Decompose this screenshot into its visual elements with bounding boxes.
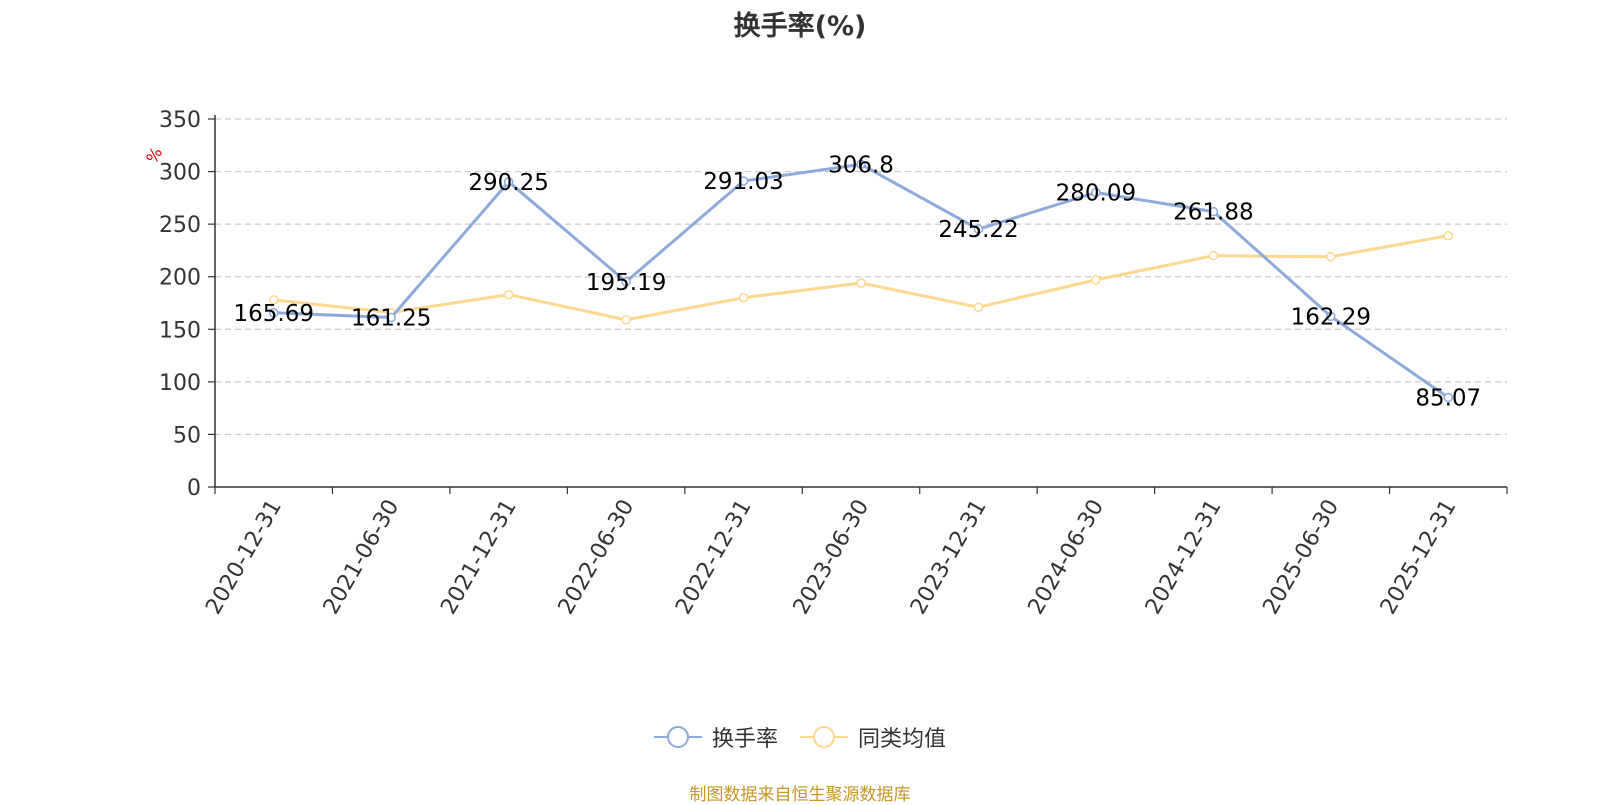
data-point [856,159,866,170]
x-tick-label: 2023-06-30 [789,496,875,619]
x-tick-label: 2025-06-30 [1258,496,1344,619]
data-point [973,302,984,312]
data-label: 195.19 [586,270,666,296]
grid-lines [215,118,1507,436]
y-tick-label: 100 [159,371,201,396]
data-point [973,224,984,234]
legend-line-circle-icon [800,726,848,748]
data-labels: 165.69 161.25 290.25 195.19 291.03 306.8 245.2… [233,152,1481,411]
data-label: 290.25 [468,170,548,196]
x-tick-label: 2022-06-30 [554,496,640,619]
data-point [1443,392,1454,403]
data-point [1326,251,1336,262]
y-tick-label: 0 [187,476,201,501]
y-tick-label: 50 [173,423,201,448]
data-point [503,289,514,300]
y-tick-label: 350 [159,108,201,133]
legend-item-turnover[interactable]: 换手率 [653,721,778,753]
y-tick-label: 200 [159,266,201,291]
source-note: 制图数据来自恒生聚源数据库 [689,785,911,805]
legend-item-peer-average[interactable]: 同类均值 [800,721,946,753]
data-point [1326,311,1336,322]
x-tick-label: 2021-06-30 [319,496,405,619]
x-tick-label: 2022-12-31 [671,496,757,619]
data-point [1208,250,1219,261]
data-label: 306.8 [828,152,894,178]
data-point [738,176,749,186]
data-point [268,295,279,305]
data-label: 291.03 [703,169,783,195]
data-point [1443,230,1454,241]
data-label: 280.09 [1056,181,1136,207]
data-label: 161.25 [351,305,431,331]
data-label: 162.29 [1291,304,1371,330]
series-lines [268,159,1454,403]
x-tick-label: 2021-12-31 [436,496,522,619]
y-tick-label: 250 [159,213,201,238]
data-label: 85.07 [1415,386,1481,412]
data-point [503,177,514,187]
legend-line-circle-icon [653,726,702,748]
x-tick-label: 2020-12-31 [201,496,287,619]
data-point [1208,206,1219,217]
y-tick-label: 300 [159,161,201,186]
x-tick-label: 2024-06-30 [1024,496,1110,619]
data-label: 165.69 [233,301,313,327]
x-tick-label: 2024-12-31 [1141,496,1227,619]
legend: 换手率 同类均值 [0,722,1600,752]
data-point [621,277,631,287]
legend-label-peer-average: 同类均值 [858,727,947,752]
data-point [1091,187,1101,198]
data-point [738,292,749,303]
data-point [386,312,396,323]
x-tick-label: 2025-12-31 [1376,496,1462,619]
data-point [1091,275,1101,285]
legend-label-turnover: 换手率 [711,727,778,752]
data-label: 261.88 [1173,200,1253,226]
data-point [268,308,279,318]
data-point [621,315,631,325]
x-tick-label: 2023-12-31 [906,496,992,619]
data-label: 245.22 [938,217,1018,243]
chart-title: 换手率(%) [733,11,867,42]
y-tick-label: 150 [159,318,201,343]
data-point [856,278,866,288]
